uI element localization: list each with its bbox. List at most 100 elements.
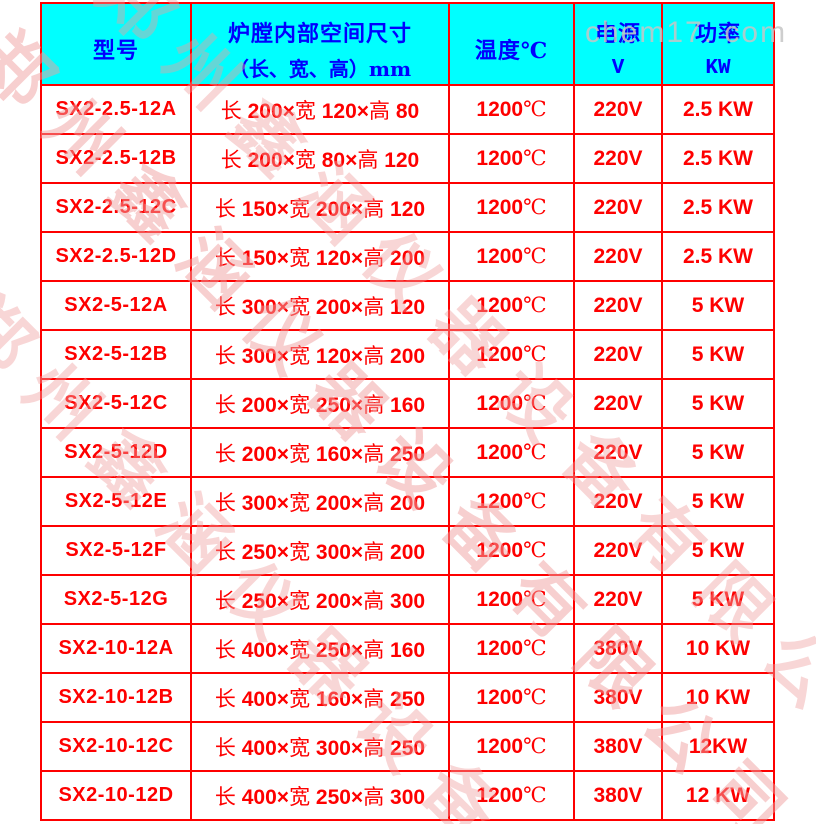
voltage-cell: 220V bbox=[573, 133, 663, 184]
power-cell: 5 KW bbox=[661, 574, 775, 625]
numeric-value: 200 bbox=[384, 540, 426, 564]
cjk-label: ℃ bbox=[523, 293, 547, 317]
header-temperature: 温度℃ bbox=[448, 2, 575, 86]
cjk-label: 长 bbox=[214, 735, 236, 760]
table-row: SX2-5-12A 长 300×宽 200×高 120 1200℃ 220V 5 KW bbox=[40, 280, 775, 331]
cjk-label: 长 bbox=[220, 147, 242, 172]
table-row: SX2-5-12G 长 250×宽 200×高 300 1200℃ 220V 5 KW bbox=[40, 574, 775, 625]
voltage-cell: 220V bbox=[573, 574, 663, 625]
header-power-label: 功率 bbox=[694, 21, 741, 47]
numeric-value: 1200 bbox=[476, 441, 524, 464]
cjk-label: 宽 bbox=[289, 539, 311, 564]
model-cell: SX2-2.5-12A bbox=[40, 84, 192, 135]
voltage-cell: 220V bbox=[573, 231, 663, 282]
numeric-value: 300× bbox=[235, 344, 290, 368]
cjk-label: 宽 bbox=[289, 784, 311, 809]
power-cell: 2.5 KW bbox=[661, 231, 775, 282]
cjk-label: ℃ bbox=[523, 195, 547, 219]
dimensions-cell: 长 400×宽 300×高 250 bbox=[190, 721, 450, 772]
model-cell: SX2-5-12E bbox=[40, 476, 192, 527]
temperature-cell: 1200℃ bbox=[448, 672, 575, 723]
numeric-value: 300× bbox=[310, 736, 364, 760]
numeric-value: 1200 bbox=[476, 539, 524, 562]
power-cell: 10 KW bbox=[661, 672, 775, 723]
numeric-value: 120× bbox=[315, 99, 370, 123]
header-dimensions-line2: （长、宽、高）mm bbox=[228, 57, 412, 81]
header-model: 型号 bbox=[40, 2, 192, 86]
cjk-label: 长 bbox=[214, 343, 236, 368]
numeric-value: 400× bbox=[235, 736, 290, 760]
cjk-label: 长 bbox=[214, 490, 236, 515]
cjk-label: 宽 bbox=[289, 637, 311, 662]
cjk-label: 长 bbox=[214, 196, 236, 221]
model-cell: SX2-10-12B bbox=[40, 672, 192, 723]
cjk-label: ℃ bbox=[523, 391, 547, 415]
cjk-label: 宽 bbox=[289, 735, 311, 760]
numeric-value: 250 bbox=[384, 687, 426, 711]
numeric-value: 120 bbox=[378, 148, 420, 172]
voltage-cell: 220V bbox=[573, 525, 663, 576]
header-power-unit: KW bbox=[705, 57, 731, 80]
power-cell: 2.5 KW bbox=[661, 84, 775, 135]
numeric-value: 250× bbox=[310, 393, 364, 417]
voltage-cell: 220V bbox=[573, 427, 663, 478]
cjk-label: ℃ bbox=[523, 489, 547, 513]
model-cell: SX2-5-12C bbox=[40, 378, 192, 429]
model-cell: SX2-10-12D bbox=[40, 770, 192, 821]
cjk-label: ℃ bbox=[523, 636, 547, 660]
header-power-supply-unit: V bbox=[611, 57, 625, 80]
numeric-value: 300 bbox=[384, 589, 426, 613]
numeric-value: 120 bbox=[384, 295, 426, 319]
numeric-value: 200 bbox=[384, 491, 426, 515]
cjk-label: 宽 bbox=[294, 98, 316, 123]
numeric-value: 200 bbox=[384, 344, 426, 368]
numeric-value: 160 bbox=[384, 393, 426, 417]
cjk-label: 宽 bbox=[289, 294, 311, 319]
numeric-value: 1200 bbox=[476, 147, 524, 170]
table-row: SX2-5-12F 长 250×宽 300×高 200 1200℃ 220V 5 KW bbox=[40, 525, 775, 576]
header-power: 功率 KW bbox=[661, 2, 775, 86]
numeric-value: 80× bbox=[315, 148, 358, 172]
numeric-value: 200× bbox=[310, 295, 364, 319]
power-cell: 5 KW bbox=[661, 280, 775, 331]
numeric-value: 200× bbox=[235, 442, 290, 466]
table-row: SX2-2.5-12B 长 200×宽 80×高 120 1200℃ 220V 2.5 … bbox=[40, 133, 775, 184]
temperature-cell: 1200℃ bbox=[448, 182, 575, 233]
numeric-value: 200 bbox=[384, 246, 426, 270]
dimensions-cell: 长 150×宽 120×高 200 bbox=[190, 231, 450, 282]
dimensions-cell: 长 200×宽 250×高 160 bbox=[190, 378, 450, 429]
cjk-label: 长 bbox=[214, 245, 236, 270]
header-temperature-label: 温度℃ bbox=[474, 37, 549, 64]
cjk-label: 高 bbox=[363, 637, 385, 662]
cjk-label: 宽 bbox=[289, 686, 311, 711]
table-row: SX2-5-12C 长 200×宽 250×高 160 1200℃ 220V 5 KW bbox=[40, 378, 775, 429]
header-row: 型号 炉膛内部空间尺寸 （长、宽、高）mm 温度℃ 电源 V 功率 KW bbox=[40, 2, 775, 86]
dimensions-cell: 长 250×宽 300×高 200 bbox=[190, 525, 450, 576]
table-row: SX2-2.5-12C 长 150×宽 200×高 120 1200℃ 220V 2.5… bbox=[40, 182, 775, 233]
numeric-value: 400× bbox=[235, 687, 290, 711]
cjk-label: ℃ bbox=[523, 244, 547, 268]
numeric-value: 1200 bbox=[476, 735, 524, 758]
voltage-cell: 220V bbox=[573, 378, 663, 429]
model-cell: SX2-5-12F bbox=[40, 525, 192, 576]
cjk-label: 高 bbox=[363, 539, 385, 564]
cjk-label: 宽 bbox=[289, 196, 311, 221]
numeric-value: 250× bbox=[310, 638, 364, 662]
dimensions-cell: 长 150×宽 200×高 120 bbox=[190, 182, 450, 233]
table-row: SX2-10-12A 长 400×宽 250×高 160 1200℃ 380V 10 K… bbox=[40, 623, 775, 674]
numeric-value: 200× bbox=[310, 197, 364, 221]
temperature-cell: 1200℃ bbox=[448, 378, 575, 429]
numeric-value: 120 bbox=[384, 197, 426, 221]
temperature-cell: 1200℃ bbox=[448, 231, 575, 282]
cjk-label: 高 bbox=[363, 245, 385, 270]
numeric-value: 200× bbox=[241, 99, 295, 123]
power-cell: 5 KW bbox=[661, 378, 775, 429]
power-cell: 5 KW bbox=[661, 329, 775, 380]
temperature-cell: 1200℃ bbox=[448, 280, 575, 331]
voltage-cell: 380V bbox=[573, 770, 663, 821]
power-cell: 2.5 KW bbox=[661, 133, 775, 184]
cjk-label: 高 bbox=[363, 441, 385, 466]
voltage-cell: 380V bbox=[573, 721, 663, 772]
temperature-cell: 1200℃ bbox=[448, 721, 575, 772]
cjk-label: 高 bbox=[363, 735, 385, 760]
